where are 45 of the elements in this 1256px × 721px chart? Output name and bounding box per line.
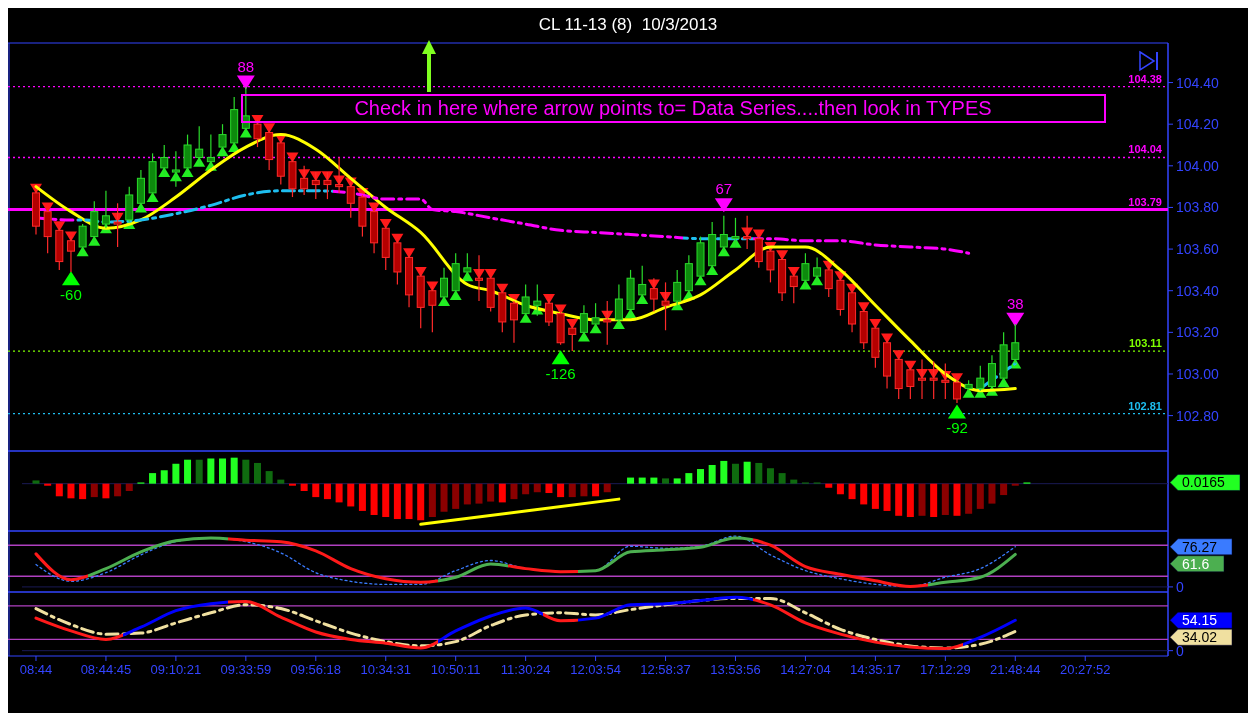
x-tick-label: 10:34:31 [360, 662, 412, 677]
x-tick-label: 21:48:44 [989, 662, 1041, 677]
annotation: -92 [946, 419, 968, 437]
x-tick-label: 11:30:24 [500, 662, 551, 677]
x-tick-label: 08:44:45 [80, 662, 132, 677]
x-tick-label: 08:44 [19, 662, 53, 677]
text: 54.15 [1182, 612, 1218, 629]
y-tick-label: 104.20 [1176, 116, 1220, 133]
x-tick-label: 12:58:37 [640, 662, 691, 677]
text: 76.27 [1182, 538, 1218, 555]
annotation: 67 [715, 180, 733, 198]
x-tick-label: 14:27:04 [780, 662, 831, 677]
y-tick-label: 103.40 [1176, 282, 1220, 299]
x-tick-label: 14:35:17 [850, 662, 901, 677]
x-tick-label: 09:10:21 [150, 662, 202, 677]
annotation: 88 [237, 57, 255, 75]
y-tick-label: 103.60 [1176, 241, 1220, 258]
ref-line-label: 103.79 [1128, 195, 1162, 208]
x-tick-label: 10:50:11 [430, 662, 481, 677]
y-tick-label: 103.00 [1176, 365, 1220, 382]
y-tick-label: 102.80 [1176, 407, 1220, 424]
text: 0 [1176, 642, 1184, 659]
text: 61.6 [1182, 555, 1210, 572]
x-tick-label: 09:33:59 [220, 662, 272, 677]
y-tick-label: 103.20 [1176, 324, 1220, 341]
x-tick-label: 17:12:29 [920, 662, 971, 677]
ref-line-label: 104.04 [1128, 143, 1163, 156]
x-tick-label: 09:56:18 [290, 662, 342, 677]
text: 34.02 [1182, 629, 1218, 646]
chart-title: CL 11-13 (8) 10/3/2013 [538, 15, 718, 34]
text: 0 [1176, 578, 1184, 595]
x-tick-label: 20:27:52 [1059, 662, 1111, 677]
ref-line-label: 104.38 [1128, 72, 1162, 85]
y-tick-label: 104.00 [1176, 157, 1220, 174]
annotation: Check in here where arrow points to= Data Series....then look in TYPES [354, 97, 992, 119]
ref-line-label: 102.81 [1128, 399, 1162, 412]
x-tick-label: 13:53:56 [710, 662, 761, 677]
ref-line-label: 103.11 [1128, 337, 1162, 350]
annotation: -60 [60, 286, 82, 304]
x-tick-label: 12:03:54 [570, 662, 621, 677]
text: 0.0165 [1182, 474, 1226, 491]
annotation: 38 [1006, 294, 1024, 312]
y-tick-label: 104.40 [1176, 74, 1220, 91]
annotation: -126 [545, 365, 576, 383]
y-tick-label: 103.80 [1176, 199, 1220, 216]
